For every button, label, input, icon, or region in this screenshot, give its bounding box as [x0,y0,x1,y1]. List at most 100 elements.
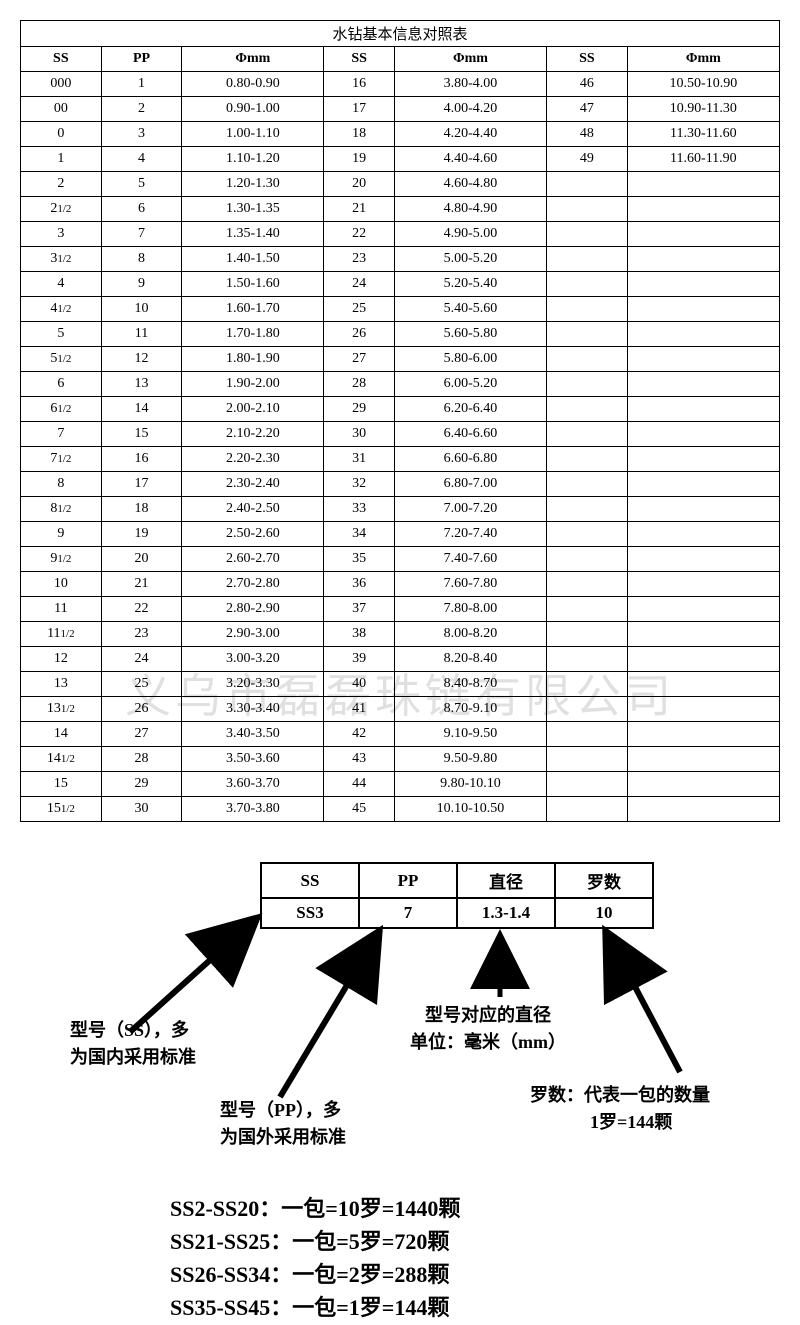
table-row: 371.35-1.40224.90-5.00 [21,222,780,247]
table-cell: 49 [547,147,628,172]
table-cell: 21/2 [21,197,102,222]
table-cell: 16 [101,447,182,472]
table-cell: 1 [101,72,182,97]
table-cell [627,522,779,547]
table-cell: 5.40-5.60 [394,297,546,322]
table-cell: 5 [101,172,182,197]
table-cell: 9 [101,272,182,297]
table-cell [547,172,628,197]
table-cell: 2.80-2.90 [182,597,324,622]
table-cell: 4 [21,272,102,297]
table-cell: 48 [547,122,628,147]
table-cell: 5.60-5.80 [394,322,546,347]
table-cell: 2.60-2.70 [182,547,324,572]
table-cell: 3 [21,222,102,247]
table-cell: 91/2 [21,547,102,572]
table-cell: 6.20-6.40 [394,397,546,422]
table-cell [627,222,779,247]
table-row: 131/2263.30-3.40418.70-9.10 [21,697,780,722]
table-cell: 1.20-1.30 [182,172,324,197]
table-cell: 24 [324,272,394,297]
table-cell: 9.80-10.10 [394,772,546,797]
table-cell: 7.20-7.40 [394,522,546,547]
explanation-diagram: SS PP 直径 罗数 SS3 7 1.3-1.4 10 型号（SS），多 为国… [0,862,800,1182]
table-row: 10212.70-2.80367.60-7.80 [21,572,780,597]
table-cell: 39 [324,647,394,672]
table-cell: 5.00-5.20 [394,247,546,272]
table-cell [627,397,779,422]
table-row: 51/2121.80-1.90275.80-6.00 [21,347,780,372]
col-header-pp: PP [101,47,182,72]
table-cell [627,497,779,522]
table-cell: 1 [21,147,102,172]
table-cell [547,347,628,372]
table-cell: 0.90-1.00 [182,97,324,122]
table-cell: 2.50-2.60 [182,522,324,547]
col-header-ss3: SS [547,47,628,72]
table-cell: 36 [324,572,394,597]
table-cell: 1.50-1.60 [182,272,324,297]
table-cell: 11.30-11.60 [627,122,779,147]
table-cell: 3.40-3.50 [182,722,324,747]
table-cell: 45 [324,797,394,822]
table-cell [547,372,628,397]
table-cell: 46 [547,72,628,97]
mini-header-pp: PP [359,863,457,898]
table-cell [627,647,779,672]
annotation-dia-line1: 型号对应的直径 [425,1005,551,1025]
table-cell: 1.40-1.50 [182,247,324,272]
table-cell: 8.70-9.10 [394,697,546,722]
table-cell: 1.60-1.70 [182,297,324,322]
table-cell: 4.80-4.90 [394,197,546,222]
table-cell: 9 [21,522,102,547]
table-cell: 10.10-10.50 [394,797,546,822]
table-cell: 19 [101,522,182,547]
table-cell: 2.00-2.10 [182,397,324,422]
table-cell [627,272,779,297]
table-cell: 21 [324,197,394,222]
table-cell: 31 [324,447,394,472]
table-cell: 10.50-10.90 [627,72,779,97]
table-cell: 8 [101,247,182,272]
annotation-dia-line2: 单位：毫米（mm） [410,1032,566,1052]
table-cell: 18 [324,122,394,147]
table-cell: 151/2 [21,797,102,822]
annotation-pp-line1: 型号（PP），多 [220,1100,341,1120]
table-cell: 25 [324,297,394,322]
table-row: 141/2283.50-3.60439.50-9.80 [21,747,780,772]
table-cell: 111/2 [21,622,102,647]
table-cell: 1.80-1.90 [182,347,324,372]
table-cell: 4.40-4.60 [394,147,546,172]
table-cell: 7.80-8.00 [394,597,546,622]
table-cell: 71/2 [21,447,102,472]
table-row: 14273.40-3.50429.10-9.50 [21,722,780,747]
table-cell: 26 [101,697,182,722]
table-cell [627,597,779,622]
table-row: 491.50-1.60245.20-5.40 [21,272,780,297]
table-cell: 6.60-6.80 [394,447,546,472]
annotation-pp: 型号（PP），多 为国外采用标准 [220,1097,346,1151]
table-cell [627,197,779,222]
table-cell: 2.20-2.30 [182,447,324,472]
mini-value-ss: SS3 [261,898,359,928]
table-cell: 42 [324,722,394,747]
table-cell [627,372,779,397]
table-cell [627,472,779,497]
table-cell: 14 [101,397,182,422]
pack-line-1: SS2-SS20：一包=10罗=1440颗 [170,1192,800,1225]
table-cell [547,647,628,672]
table-cell: 43 [324,747,394,772]
table-cell: 3.30-3.40 [182,697,324,722]
table-cell: 15 [21,772,102,797]
annotation-pp-line2: 为国外采用标准 [220,1127,346,1147]
table-cell: 11 [21,597,102,622]
table-title: 水钻基本信息对照表 [21,21,780,47]
table-cell [627,772,779,797]
table-cell [547,622,628,647]
table-cell: 20 [324,172,394,197]
table-cell [627,622,779,647]
table-cell: 6.40-6.60 [394,422,546,447]
table-cell [627,297,779,322]
table-cell: 2.10-2.20 [182,422,324,447]
table-cell: 11.60-11.90 [627,147,779,172]
